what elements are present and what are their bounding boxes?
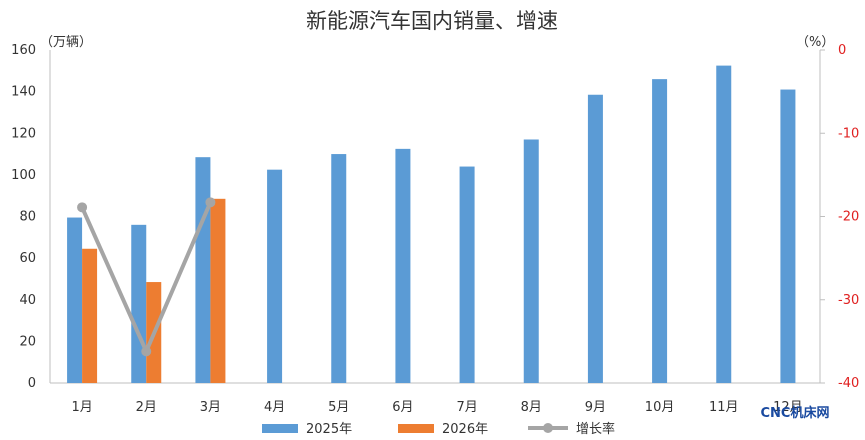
- bar-2025: [716, 65, 732, 383]
- legend-item-2025-swatch: [262, 424, 298, 433]
- x-tick-label: 11月: [709, 400, 739, 415]
- right-tick-label: -20: [838, 210, 859, 225]
- x-tick-label: 9月: [585, 400, 606, 415]
- right-tick-label: -10: [838, 126, 859, 141]
- bar-2026: [210, 198, 226, 383]
- left-tick-label: 0: [28, 376, 36, 391]
- bars-group: [67, 65, 796, 383]
- x-tick-label: 8月: [521, 400, 542, 415]
- x-tick-label: 7月: [456, 400, 477, 415]
- left-tick-label: 140: [11, 85, 36, 100]
- bar-2025: [131, 224, 147, 383]
- bar-2025: [523, 139, 539, 383]
- watermark: CNC机床网: [761, 405, 830, 421]
- x-tick-label: 6月: [392, 400, 413, 415]
- growth-point: [77, 202, 88, 213]
- x-tick-label: 1月: [71, 400, 92, 415]
- bar-2025: [267, 169, 283, 383]
- x-tick-label: 12月: [773, 400, 803, 415]
- legend-item-growth-label: 增长率: [576, 421, 615, 437]
- right-tick-label: -40: [838, 376, 859, 391]
- x-tick-label: 5月: [328, 400, 349, 415]
- bar-2025: [652, 79, 668, 383]
- bar-2025: [67, 217, 83, 383]
- left-tick-label: 80: [19, 210, 36, 225]
- growth-point: [141, 346, 152, 357]
- legend-item-2026-label: 2026年: [442, 422, 488, 437]
- bar-2025: [459, 166, 475, 383]
- left-axis-unit: （万辆）: [40, 35, 92, 50]
- bar-2025: [395, 148, 411, 383]
- axes: 0 20 40 60 80 100 120 140 160 0 -10 -20 -30 -40 1月 2月 3月…: [11, 43, 859, 415]
- x-tick-label: 3月: [200, 400, 221, 415]
- bar-2025: [331, 154, 347, 383]
- bar-2025: [587, 94, 603, 383]
- growth-line-group: [77, 197, 216, 357]
- legend-item-2026-swatch: [398, 424, 434, 433]
- left-tick-label: 120: [11, 126, 36, 141]
- bar-2025: [195, 157, 211, 383]
- bar-2025: [780, 89, 796, 383]
- left-tick-label: 60: [19, 251, 36, 266]
- right-tick-label: 0: [838, 43, 846, 58]
- right-axis-unit: （%）: [796, 35, 834, 50]
- legend-item-growth-marker: [543, 423, 553, 433]
- growth-point: [205, 197, 216, 208]
- x-tick-label: 2月: [136, 400, 157, 415]
- legend: 2025年 2026年 增长率: [262, 421, 615, 437]
- legend-item-2025-label: 2025年: [306, 422, 352, 437]
- left-tick-label: 160: [11, 43, 36, 58]
- left-tick-label: 40: [19, 293, 36, 308]
- x-tick-label: 4月: [264, 400, 285, 415]
- bar-2026: [82, 248, 98, 383]
- left-tick-label: 100: [11, 168, 36, 183]
- left-tick-label: 20: [19, 334, 36, 349]
- right-tick-label: -30: [838, 293, 859, 308]
- chart-title: 新能源汽车国内销量、增速: [306, 9, 558, 33]
- x-tick-label: 10月: [645, 400, 675, 415]
